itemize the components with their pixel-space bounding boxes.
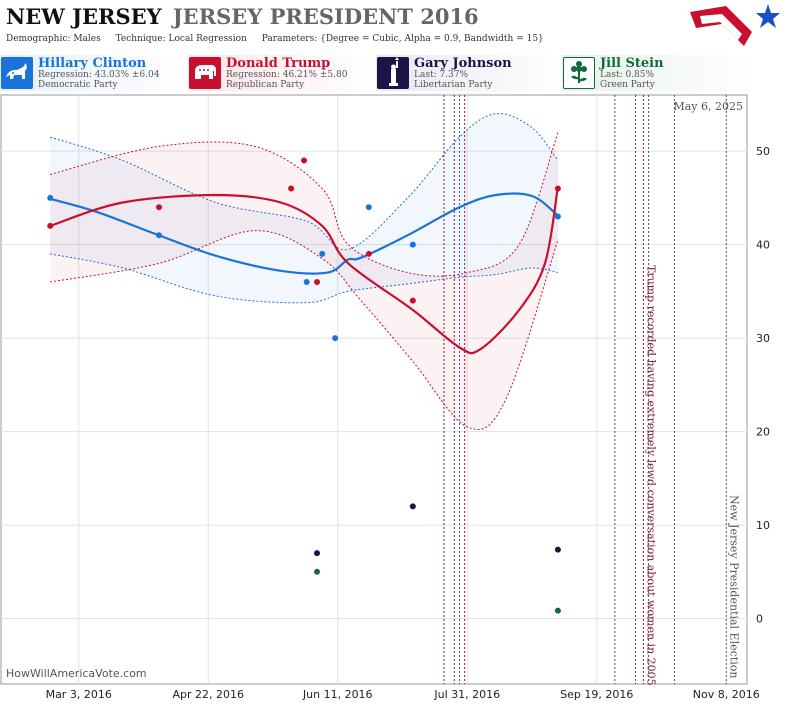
parameters-label: Parameters: [261, 34, 318, 44]
candidate-party: Democratic Party [38, 80, 118, 90]
y-tick-label: 40 [756, 239, 770, 252]
candidate-party: Libertarian Party [414, 80, 493, 90]
candidate-stat: Last: 0.85% [600, 70, 655, 80]
poll-point [319, 250, 326, 257]
band-upper-line [50, 113, 559, 251]
poll-point [332, 335, 339, 342]
poll-point [409, 503, 416, 510]
date-stamp: May 6, 2025 [673, 100, 743, 113]
grid-lines [1, 95, 747, 684]
parameters-line: Demographic: Males Technique: Local Regr… [6, 34, 556, 44]
poll-point [314, 550, 321, 557]
poll-point [314, 568, 321, 575]
poll-point [301, 157, 308, 164]
poll-point [47, 194, 54, 201]
poll-point [288, 185, 295, 192]
y-tick-label: 50 [756, 145, 770, 158]
poll-point [156, 232, 163, 239]
poll-point [365, 204, 372, 211]
poll-point [409, 297, 416, 304]
parameters: Parameters: {Degree = Cubic, Alpha = 0.9… [262, 34, 544, 44]
poll-point [554, 213, 561, 220]
chart-title: NEW JERSEY JERSEY PRESIDENT 2016 [6, 4, 479, 34]
regression-line [49, 186, 559, 355]
x-axis-ticks: Mar 3, 2016 Apr 22, 2016 Jun 11, 2016 Jul 3… [46, 688, 760, 701]
legend-johnson[interactable]: Gary Johnson Last: 7.37% Libertarian Par… [376, 55, 566, 91]
event-label: Trump recorded having extremely lewd con… [644, 265, 657, 686]
technique: Technique: Local Regression [116, 34, 247, 44]
legend-clinton[interactable]: Hillary Clinton Regression: 43.03% ±6.04… [0, 55, 190, 91]
legend-trump[interactable]: Donald Trump Regression: 46.21% ±5.80 Re… [188, 55, 378, 91]
band-lower-line [50, 253, 558, 304]
poll-point [47, 222, 54, 229]
technique-label: Technique: [115, 34, 166, 44]
x-tick-label: Nov 8, 2016 [693, 688, 760, 701]
poll-point [156, 204, 163, 211]
legend-stein[interactable]: Jill Stein Last: 0.85% Green Party [562, 55, 752, 91]
y-tick-label: 0 [756, 613, 763, 626]
poll-point [303, 278, 310, 285]
plot-area [0, 94, 748, 685]
x-tick-label: Mar 3, 2016 [46, 688, 112, 701]
candidate-name: Donald Trump [226, 56, 331, 71]
confidence-bands [50, 113, 559, 431]
event-label: New Jersey Presidential Election [727, 495, 740, 678]
x-tick-label: Sep 19, 2016 [560, 688, 633, 701]
site-logo [690, 4, 780, 46]
candidate-stat: Regression: 46.21% ±5.80 [226, 70, 348, 80]
flower-icon [563, 57, 595, 89]
poll-point [554, 546, 561, 553]
candidate-name: Gary Johnson [414, 56, 512, 71]
candidate-party: Green Party [600, 80, 655, 90]
poll-point [554, 185, 561, 192]
y-tick-label: 10 [756, 519, 770, 532]
elephant-icon [189, 57, 221, 89]
liberty-icon [377, 57, 409, 89]
candidate-name: Hillary Clinton [38, 56, 147, 71]
parameters-value: {Degree = Cubic, Alpha = 0.9, Bandwidth … [320, 34, 544, 44]
band-upper-line [50, 132, 559, 277]
y-tick-label: 20 [756, 426, 770, 439]
donkey-icon [1, 57, 33, 89]
x-tick-label: Jun 11, 2016 [302, 688, 373, 701]
site-credit: HowWillAmericaVote.com [6, 667, 147, 680]
demographic-value: Males [73, 34, 101, 44]
poll-point [314, 278, 321, 285]
demographic-label: Demographic: [6, 34, 71, 44]
candidate-legend: Hillary Clinton Regression: 43.03% ±6.04… [0, 55, 789, 91]
state-title: NEW JERSEY [6, 4, 162, 29]
poll-point [554, 607, 561, 614]
y-tick-label: 30 [756, 332, 770, 345]
race-title: JERSEY PRESIDENT 2016 [172, 4, 479, 29]
event-lines: Trump recorded having extremely lewd con… [443, 95, 740, 686]
poll-points [47, 157, 561, 614]
poll-point [365, 250, 372, 257]
confidence-band-fill [50, 113, 558, 303]
candidate-name: Jill Stein [600, 56, 664, 71]
confidence-band-fill [50, 132, 558, 430]
candidate-party: Republican Party [226, 80, 305, 90]
x-tick-label: Jul 31, 2016 [433, 688, 500, 701]
candidate-stat: Last: 7.37% [414, 70, 469, 80]
regression-lines [49, 186, 559, 355]
demographic: Demographic: Males [6, 34, 101, 44]
y-axis-ticks: 0 10 20 30 40 50 [756, 145, 770, 625]
band-lower-line [50, 230, 559, 431]
candidate-stat: Regression: 43.03% ±6.04 [38, 70, 160, 80]
x-tick-label: Apr 22, 2016 [172, 688, 244, 701]
regression-line [49, 192, 559, 275]
poll-point [409, 241, 416, 248]
technique-value: Local Regression [168, 34, 247, 44]
